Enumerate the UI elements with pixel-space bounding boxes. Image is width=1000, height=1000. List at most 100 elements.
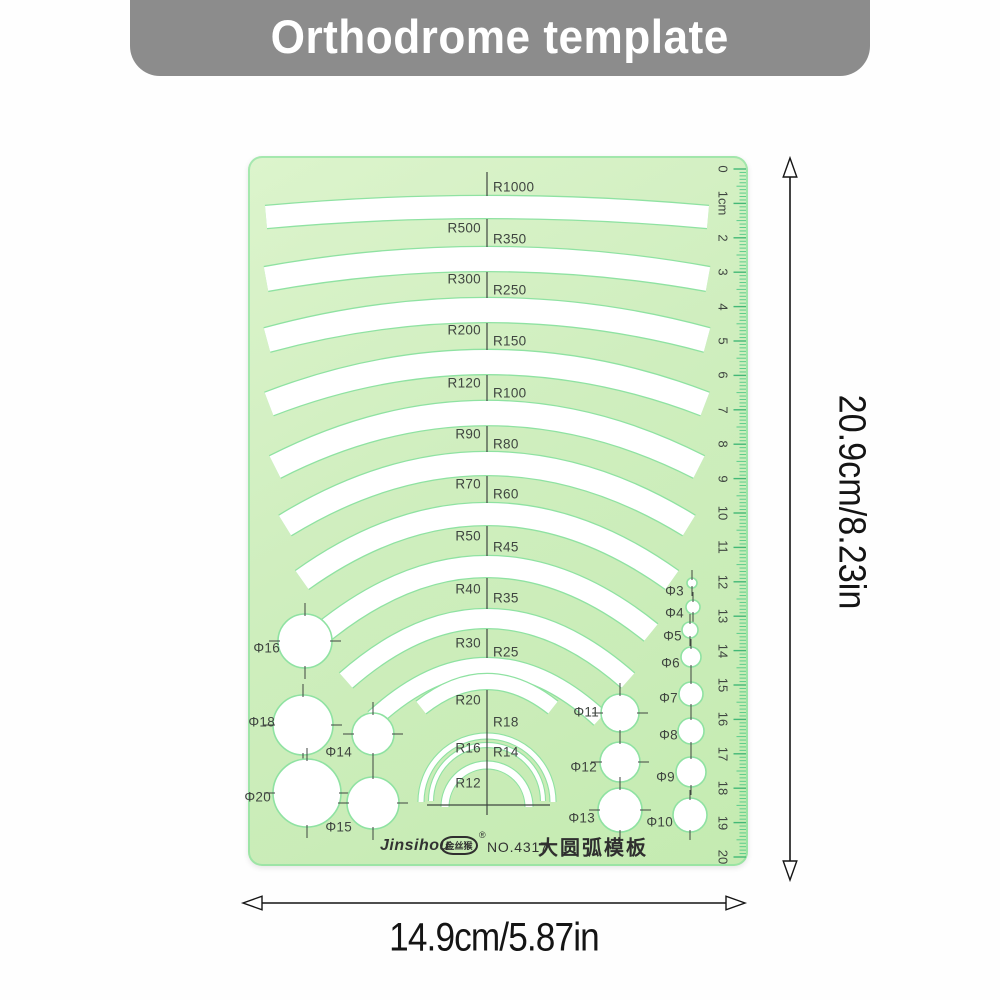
arc-slots-group [263, 194, 711, 808]
ruler-number: 14 [715, 643, 731, 658]
ruler-number: 9 [715, 474, 731, 483]
arc-radius-label-left: R90 [455, 426, 481, 442]
circle-diameter-label: Φ5 [663, 628, 682, 644]
circle-cutout [351, 712, 395, 756]
arrow-up-icon [782, 155, 798, 178]
arc-radius-label-right: R150 [493, 333, 527, 349]
circle-cutout [272, 694, 334, 756]
arc-slot [339, 609, 635, 688]
arc-radius-label-right: R80 [493, 436, 519, 452]
arrow-down-icon [782, 860, 798, 883]
circle-diameter-label: Φ9 [656, 769, 675, 785]
circle-diameter-label: Φ3 [665, 583, 684, 599]
ruler-number: 18 [715, 780, 731, 796]
arc-slot [269, 401, 705, 478]
ruler-number: 0 [715, 165, 731, 173]
registered-trademark-icon: ® [479, 830, 486, 840]
brand-text: Jinsihou [380, 837, 450, 854]
arc-slot [295, 503, 679, 589]
circle-diameter-label: Φ10 [646, 814, 673, 830]
ruler-number: 20 [715, 849, 731, 865]
ruler-number: 2 [715, 234, 731, 242]
model-number: NO.4317 [487, 839, 549, 855]
circle-diameter-label: Φ20 [244, 789, 271, 805]
arc-radius-label-left: R500 [447, 220, 481, 236]
printed-lines-group [427, 172, 550, 815]
arc-radius-label-left: R300 [447, 271, 481, 287]
circle-cutout [677, 717, 705, 745]
circle-diameter-label: Φ18 [248, 714, 275, 730]
ruler-number: 3 [715, 268, 731, 276]
arc-slot [278, 452, 696, 536]
circle-cutout [277, 613, 333, 669]
arc-radius-label-right: R14 [493, 744, 519, 760]
circle-cutout [685, 599, 701, 615]
arc-radius-label-left: R40 [455, 581, 481, 597]
ruler-number: 13 [715, 608, 731, 624]
circle-diameter-label: Φ16 [253, 640, 280, 656]
arc-radius-label-right: R350 [493, 231, 527, 247]
ruler-number: 12 [715, 574, 731, 590]
circle-diameter-label: Φ14 [325, 744, 352, 760]
arc-radius-label-right: R45 [493, 539, 519, 555]
ruler-number: 16 [715, 712, 731, 727]
brand-logo: 金丝猴 [440, 836, 478, 855]
ruler-number: 17 [715, 746, 731, 762]
arc-radius-label-left: R30 [455, 635, 481, 651]
arc-slot [265, 196, 709, 228]
arc-radius-label-right: R100 [493, 385, 527, 401]
ruler-number: 10 [715, 505, 731, 521]
width-dimension-label: 14.9cm/5.87in [389, 915, 600, 960]
circle-cutout [672, 797, 708, 833]
banner: Orthodrome template [130, 0, 870, 76]
arc-radius-label-right: R25 [493, 644, 519, 660]
ruler-number: 15 [715, 677, 731, 693]
arc-radius-label-right: R60 [493, 486, 519, 502]
arc-radius-label-left: R50 [455, 528, 481, 544]
circle-diameter-label: Φ8 [659, 727, 678, 743]
arc-radius-label-left: R120 [447, 375, 481, 391]
circle-diameter-label: Φ15 [325, 819, 352, 835]
arc-slot [263, 298, 711, 352]
ruler-ticks-group [733, 168, 746, 858]
arrow-right-icon [725, 895, 748, 911]
circle-cutouts-group [264, 570, 708, 843]
arc-radius-label-right: R18 [493, 714, 519, 730]
circle-diameter-label: Φ12 [570, 759, 597, 775]
ruler-number: 5 [715, 337, 731, 345]
circle-cutout [681, 621, 699, 639]
ruler-number: 8 [715, 440, 731, 448]
arc-slot [368, 658, 606, 725]
circle-cutout [675, 756, 707, 788]
arc-radius-label-right: R35 [493, 590, 519, 606]
ruler-number: 1cm [715, 191, 731, 216]
arc-slot [264, 350, 710, 416]
arc-radius-label-right: R1000 [493, 179, 535, 195]
circle-cutout [272, 758, 342, 828]
circle-diameter-label: Φ13 [568, 810, 595, 826]
circle-cutout [599, 741, 641, 783]
ruler-number: 6 [715, 371, 731, 380]
banner-title: Orthodrome template [270, 10, 730, 63]
circle-diameter-label: Φ4 [665, 605, 684, 621]
product-name-cn: 大圆弧模板 [538, 837, 648, 860]
arc-slot [416, 674, 558, 714]
height-dimension-label: 20.9cm/8.23in [830, 394, 873, 610]
circle-diameter-label: Φ6 [661, 655, 680, 671]
ruler-number: 11 [715, 540, 731, 555]
ruler-number: 19 [715, 815, 731, 830]
height-dimension-arrow [782, 155, 798, 883]
circle-diameter-label: Φ11 [573, 704, 599, 720]
arrow-left-icon [240, 895, 263, 911]
arc-slot [316, 556, 658, 641]
arc-radius-label-left: R16 [455, 740, 481, 756]
circle-cutout [346, 776, 400, 830]
circle-cutout [680, 646, 702, 668]
arc-radius-label-left: R200 [447, 322, 481, 338]
circle-cutout [678, 681, 704, 707]
width-dimension-arrow [240, 895, 748, 911]
arc-radius-label-left: R12 [455, 775, 481, 791]
circle-cutout [597, 787, 643, 833]
